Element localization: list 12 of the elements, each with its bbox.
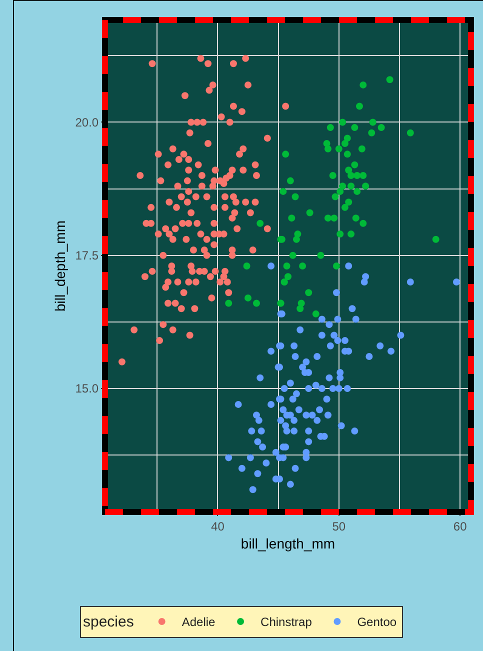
y-tick-label: 15.0 [75, 382, 99, 396]
y-tick-label: 17.5 [75, 248, 99, 263]
x-axis-title: bill_length_mm [240, 536, 336, 552]
legend-title: species [83, 613, 134, 630]
x-tick-label: 40 [211, 519, 225, 534]
x-tick-label: 60 [453, 519, 468, 534]
legend-label: Adelie [182, 615, 216, 630]
y-tick-label: 20.0 [75, 115, 99, 130]
legend-label: Chinstrap [260, 615, 312, 630]
y-axis-title: bill_depth_mm [52, 220, 68, 312]
legend-label: Gentoo [357, 615, 397, 630]
x-tick-label: 50 [332, 519, 346, 534]
